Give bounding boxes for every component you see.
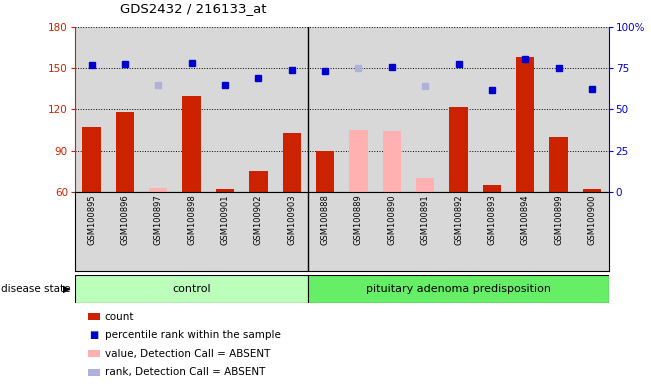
Text: GSM100900: GSM100900	[587, 194, 596, 245]
Text: GSM100888: GSM100888	[320, 194, 329, 245]
Text: ▶: ▶	[62, 284, 70, 294]
Bar	[116, 112, 134, 192]
Text: GSM100895: GSM100895	[87, 194, 96, 245]
Text: value, Detection Call = ABSENT: value, Detection Call = ABSENT	[105, 349, 270, 359]
Bar	[283, 133, 301, 192]
Bar	[583, 189, 601, 192]
Bar	[416, 178, 434, 192]
Text: GSM100902: GSM100902	[254, 194, 263, 245]
Bar	[350, 130, 368, 192]
Bar	[182, 96, 201, 192]
Text: count: count	[105, 312, 134, 322]
Text: GSM100890: GSM100890	[387, 194, 396, 245]
Bar	[483, 185, 501, 192]
Text: GSM100891: GSM100891	[421, 194, 430, 245]
Text: GSM100901: GSM100901	[221, 194, 230, 245]
Bar	[516, 57, 534, 192]
Bar	[383, 131, 401, 192]
Bar	[216, 189, 234, 192]
Text: control: control	[173, 284, 211, 294]
Bar	[316, 151, 334, 192]
Text: percentile rank within the sample: percentile rank within the sample	[105, 330, 281, 340]
Text: GSM100899: GSM100899	[554, 194, 563, 245]
Bar	[449, 107, 467, 192]
Text: rank, Detection Call = ABSENT: rank, Detection Call = ABSENT	[105, 367, 265, 377]
Text: ■: ■	[89, 330, 98, 340]
Text: GSM100898: GSM100898	[187, 194, 196, 245]
Text: pituitary adenoma predisposition: pituitary adenoma predisposition	[366, 284, 551, 294]
Text: GDS2432 / 216133_at: GDS2432 / 216133_at	[120, 2, 267, 15]
Bar	[83, 127, 101, 192]
Text: disease state: disease state	[1, 284, 70, 294]
Bar	[309, 275, 609, 303]
Bar	[549, 137, 568, 192]
Text: GSM100892: GSM100892	[454, 194, 463, 245]
Text: GSM100889: GSM100889	[354, 194, 363, 245]
Text: GSM100897: GSM100897	[154, 194, 163, 245]
Bar	[149, 188, 167, 192]
Text: GSM100903: GSM100903	[287, 194, 296, 245]
Bar	[75, 275, 309, 303]
Bar	[249, 171, 268, 192]
Text: GSM100896: GSM100896	[120, 194, 130, 245]
Text: GSM100894: GSM100894	[521, 194, 530, 245]
Text: GSM100893: GSM100893	[488, 194, 497, 245]
